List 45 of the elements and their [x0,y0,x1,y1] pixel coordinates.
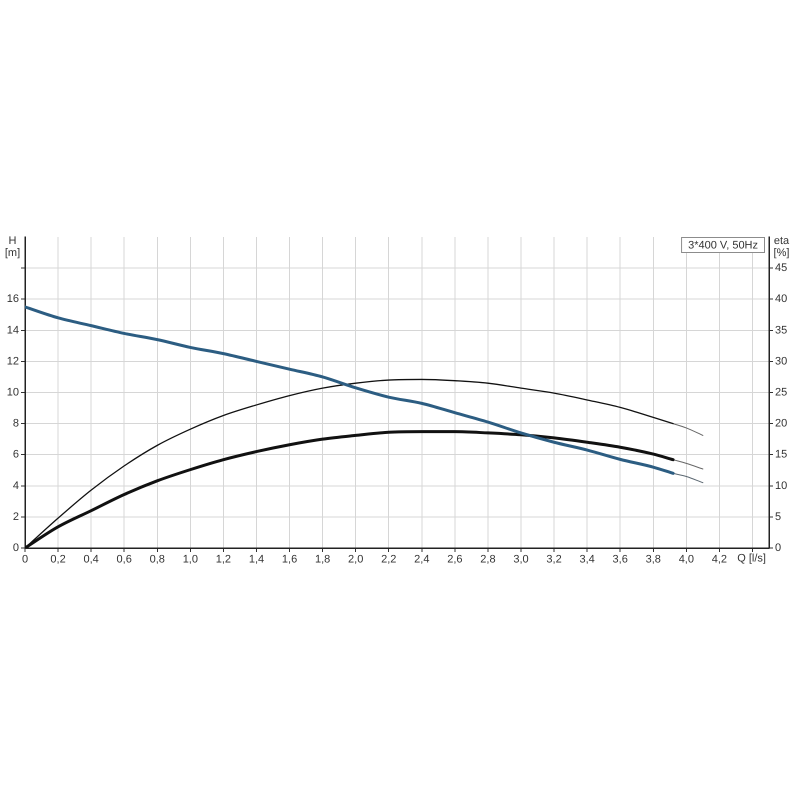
x-tick-label: 3,6 [612,554,628,566]
y2-tick-label: 20 [775,418,788,430]
y2-tick-label: 45 [775,262,788,274]
y2-tick-label: 15 [775,448,788,461]
x-tick-label: 3,4 [579,554,595,566]
x-tick-label: 3,2 [546,554,562,566]
x-tick-label: 0,4 [83,554,99,566]
x-tick-label: 2,2 [381,554,396,566]
x-tick-label: 0,8 [150,554,165,566]
y2-axis-title: eta [%] [774,235,790,259]
y2-tick-label: 40 [775,293,788,306]
x-tick-label: 4,0 [678,554,694,566]
x-tick-label: 2,0 [348,554,364,566]
y2-tick-label: 35 [775,324,788,336]
x-tick-label: 0,6 [116,554,132,566]
y-tick-label: 12 [6,355,19,368]
x-tick-label: 1,4 [248,554,264,566]
y-tick-label: 4 [12,480,19,492]
y-tick-label: 6 [12,448,19,461]
x-tick-label: 1,2 [216,554,232,566]
y-tick-label: 2 [12,510,19,523]
x-tick-label: 3,8 [646,554,661,566]
x-tick-label: 1,6 [282,554,298,566]
x-tick-label: 3,0 [513,554,529,566]
y-axis-title: H [m] [4,235,20,259]
y2-tick-label: 0 [775,542,782,554]
x-tick-label: 1,8 [314,554,330,566]
y-tick-label: 10 [6,386,19,399]
y-tick-label: 14 [6,324,19,336]
x-tick-label: 4,2 [712,554,728,566]
y-tick-label: 0 [12,542,19,554]
y2-tick-label: 10 [775,480,788,492]
x-tick-label: 0,2 [50,554,66,566]
y-tick-label: 8 [12,418,19,430]
annotation: 3*400 V, 50Hz [688,240,758,252]
y-tick-label: 16 [6,293,19,306]
x-axis-title: Q [l/s] [737,552,766,565]
x-tick-label: 0 [22,554,28,566]
x-tick-label: 2,8 [480,554,496,566]
x-tick-label: 2,4 [414,554,430,566]
y2-tick-label: 30 [775,355,788,368]
x-tick-label: 1,0 [182,554,198,566]
y2-tick-label: 25 [775,386,788,399]
x-tick-label: 2,6 [447,554,463,566]
y2-tick-label: 5 [775,510,782,523]
